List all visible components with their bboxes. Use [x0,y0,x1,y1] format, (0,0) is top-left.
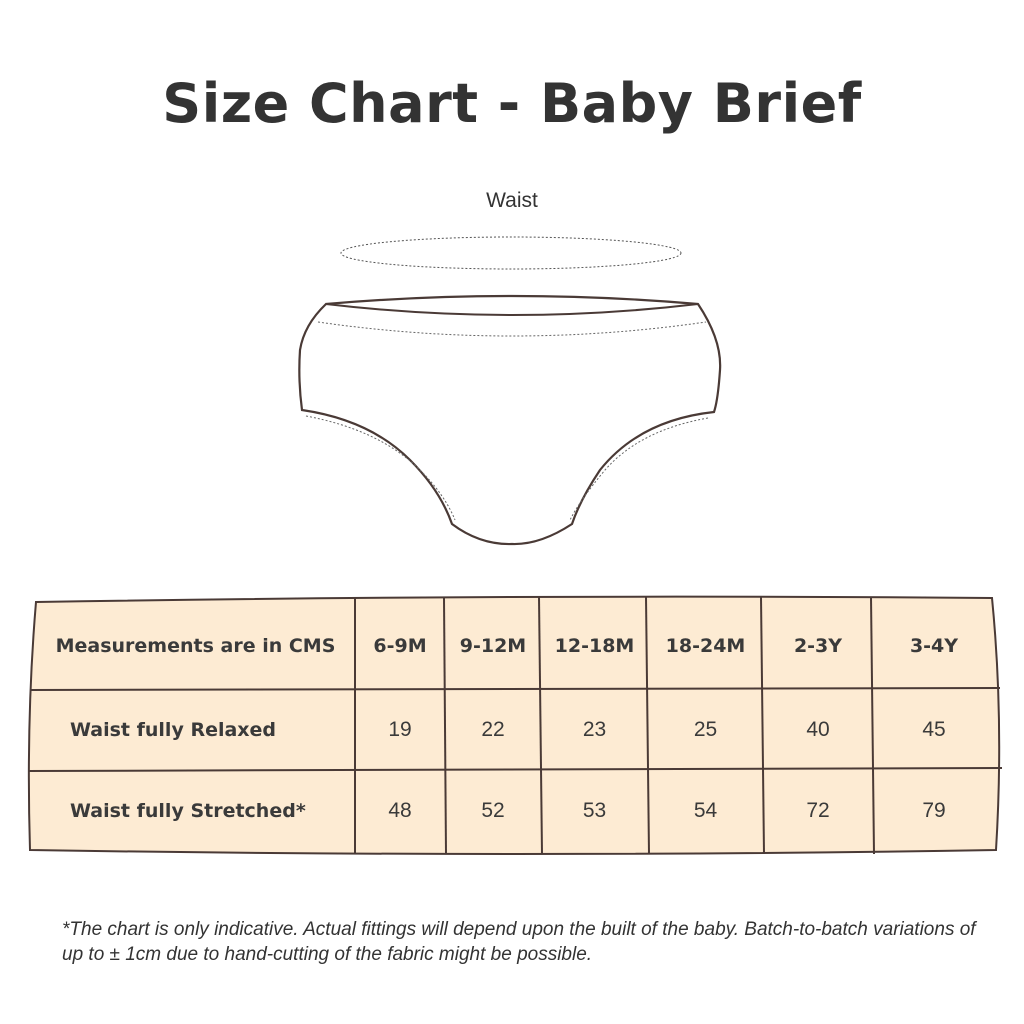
table-cell: 40 [806,718,830,741]
table-cell: 45 [922,718,946,741]
waist-label: Waist [486,189,538,212]
baby-brief-illustration [298,236,722,546]
table-cell: 53 [582,799,607,822]
header-size: 12-18M [554,635,635,657]
header-size: 6-9M [373,635,427,657]
table-cell: 23 [582,718,607,741]
header-size: 18-24M [665,635,746,657]
header-measurements: Measurements are in CMS [55,635,336,657]
brief-outline [298,294,722,546]
table-cell: 72 [806,799,830,822]
footnote: *The chart is only indicative. Actual fi… [62,919,976,965]
header-size: 2-3Y [793,635,843,657]
table-cell: 48 [388,799,412,822]
waistband-line [325,303,699,316]
table-cell: 22 [481,718,505,741]
table-cell: 79 [922,799,946,822]
waist-measure-ellipse [340,236,682,270]
table-cell: 54 [693,799,718,822]
page-title: Size Chart - Baby Brief [162,72,862,135]
row-label: Waist fully Relaxed [70,719,277,741]
table-cell: 25 [693,718,718,741]
header-size: 3-4Y [909,635,959,657]
leg-stitch-right [569,417,709,521]
table-cell: 52 [481,799,505,822]
leg-stitch-left [305,415,456,521]
table-cell: 19 [388,718,412,741]
waistband-stitch [317,321,707,337]
row-label: Waist fully Stretched* [70,800,306,822]
header-size: 9-12M [459,635,527,657]
